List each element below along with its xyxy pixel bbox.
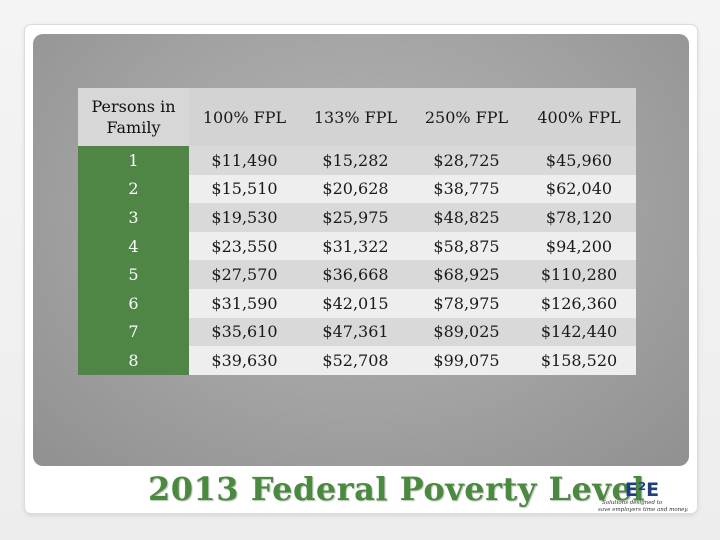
row-header-persons: 5 bbox=[78, 260, 189, 289]
table-cell: $15,282 bbox=[300, 146, 411, 175]
table-cell: $15,510 bbox=[189, 174, 300, 204]
table-row: 5 $27,570 $36,668 $68,925 $110,280 bbox=[78, 260, 636, 289]
table-cell: $52,708 bbox=[300, 346, 411, 375]
row-header-persons: 7 bbox=[78, 317, 189, 347]
company-logo: E²E Solutions designed to save employers… bbox=[598, 478, 700, 516]
table-cell: $42,015 bbox=[300, 288, 411, 318]
table-cell: $23,550 bbox=[189, 231, 300, 261]
table-row: 6 $31,590 $42,015 $78,975 $126,360 bbox=[78, 288, 636, 318]
table-cell: $39,630 bbox=[189, 346, 300, 375]
table-cell: $48,825 bbox=[411, 203, 522, 232]
table-cell: $158,520 bbox=[522, 346, 636, 375]
column-header-persons: Persons in Family bbox=[78, 88, 189, 146]
table-cell: $28,725 bbox=[411, 146, 522, 175]
column-header-100-fpl: 100% FPL bbox=[189, 88, 300, 146]
table-cell: $38,775 bbox=[411, 174, 522, 204]
table-cell: $35,610 bbox=[189, 317, 300, 347]
row-header-persons: 1 bbox=[78, 146, 189, 175]
table-row: 8 $39,630 $52,708 $99,075 $158,520 bbox=[78, 346, 636, 375]
row-header-persons: 6 bbox=[78, 288, 189, 318]
table-cell: $11,490 bbox=[189, 146, 300, 175]
row-header-persons: 8 bbox=[78, 346, 189, 375]
table-cell: $25,975 bbox=[300, 203, 411, 232]
table-cell: $89,025 bbox=[411, 317, 522, 347]
table-header-row: Persons in Family 100% FPL 133% FPL 250%… bbox=[78, 88, 636, 146]
table-cell: $31,322 bbox=[300, 231, 411, 261]
table-cell: $126,360 bbox=[522, 288, 636, 318]
table-cell: $94,200 bbox=[522, 231, 636, 261]
row-header-persons: 2 bbox=[78, 174, 189, 204]
table-cell: $78,975 bbox=[411, 288, 522, 318]
table-cell: $110,280 bbox=[522, 260, 636, 289]
table-cell: $31,590 bbox=[189, 288, 300, 318]
table-row: 2 $15,510 $20,628 $38,775 $62,040 bbox=[78, 174, 636, 204]
e2e-logo-icon: E²E bbox=[625, 479, 659, 500]
slide-title: 2013 Federal Poverty Level bbox=[148, 470, 645, 508]
table-cell: $142,440 bbox=[522, 317, 636, 347]
table-cell: $62,040 bbox=[522, 174, 636, 204]
table-row: 1 $11,490 $15,282 $28,725 $45,960 bbox=[78, 146, 636, 175]
column-header-250-fpl: 250% FPL bbox=[411, 88, 522, 146]
table-cell: $68,925 bbox=[411, 260, 522, 289]
table-cell: $47,361 bbox=[300, 317, 411, 347]
table-cell: $58,875 bbox=[411, 231, 522, 261]
table-cell: $20,628 bbox=[300, 174, 411, 204]
table-cell: $45,960 bbox=[522, 146, 636, 175]
table-cell: $19,530 bbox=[189, 203, 300, 232]
table-cell: $27,570 bbox=[189, 260, 300, 289]
table-row: 3 $19,530 $25,975 $48,825 $78,120 bbox=[78, 203, 636, 232]
table-row: 4 $23,550 $31,322 $58,875 $94,200 bbox=[78, 231, 636, 261]
column-header-400-fpl: 400% FPL bbox=[522, 88, 636, 146]
column-header-133-fpl: 133% FPL bbox=[300, 88, 411, 146]
table-cell: $99,075 bbox=[411, 346, 522, 375]
table-row: 7 $35,610 $47,361 $89,025 $142,440 bbox=[78, 317, 636, 347]
logo-tagline-line-2: save employers time and money. bbox=[598, 507, 689, 513]
row-header-persons: 3 bbox=[78, 203, 189, 232]
logo-tagline: Solutions designed to save employers tim… bbox=[598, 500, 700, 514]
logo-tagline-line-1: Solutions designed to bbox=[602, 500, 663, 506]
table-cell: $78,120 bbox=[522, 203, 636, 232]
table-cell: $36,668 bbox=[300, 260, 411, 289]
fpl-table: Persons in Family 100% FPL 133% FPL 250%… bbox=[78, 88, 636, 375]
svg-text:E²E: E²E bbox=[625, 479, 659, 500]
row-header-persons: 4 bbox=[78, 231, 189, 261]
